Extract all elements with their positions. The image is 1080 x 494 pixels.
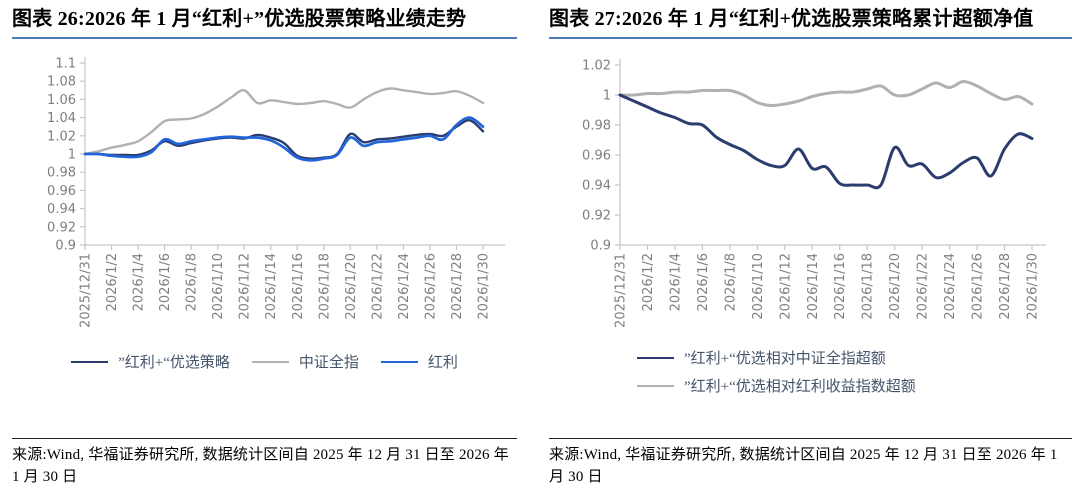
svg-text:2026/1/18: 2026/1/18 bbox=[317, 253, 332, 320]
performance-line-chart: 1.11.081.061.041.0210.980.960.940.920.92… bbox=[47, 57, 505, 328]
panel-chart-27: 图表 27:2026 年 1 月“红利+优选股票策略累计超额净值 1.02 1 0.… bbox=[549, 6, 1072, 485]
svg-text:2026/1/18: 2026/1/18 bbox=[861, 253, 876, 320]
legend-item-dividend: 红利 bbox=[380, 351, 458, 372]
svg-text:2026/1/26: 2026/1/26 bbox=[423, 253, 438, 320]
svg-text:2026/1/4: 2026/1/4 bbox=[668, 253, 683, 311]
svg-text:2026/1/2: 2026/1/2 bbox=[105, 253, 120, 311]
svg-text:2026/1/24: 2026/1/24 bbox=[397, 253, 412, 320]
legend-label: 中证全指 bbox=[298, 355, 359, 372]
figure-26-bottom-rule bbox=[12, 438, 517, 439]
svg-text:2026/1/8: 2026/1/8 bbox=[185, 253, 200, 311]
figure-27-source-text: 来源:Wind, 华福证券研究所, 数据统计区间自 2025 年 12 月 31… bbox=[549, 447, 1058, 485]
svg-text:2025/12/31: 2025/12/31 bbox=[614, 253, 629, 328]
svg-text:2026/1/22: 2026/1/22 bbox=[370, 253, 385, 320]
svg-text:2026/1/12: 2026/1/12 bbox=[238, 253, 253, 320]
csi-all-line-swatch bbox=[251, 360, 289, 363]
svg-text:2026/1/12: 2026/1/12 bbox=[778, 253, 793, 320]
svg-text:0.96: 0.96 bbox=[582, 149, 611, 164]
svg-text:1.1: 1.1 bbox=[55, 57, 76, 72]
panel-chart-26: 图表 26:2026 年 1 月“红利+”优选股票策略业绩走势 1.1 1.08 1… bbox=[12, 6, 517, 485]
dividend-line-swatch bbox=[380, 360, 418, 363]
svg-text:2026/1/14: 2026/1/14 bbox=[264, 253, 279, 320]
svg-text:1.04: 1.04 bbox=[47, 111, 76, 126]
svg-text:0.98: 0.98 bbox=[47, 166, 76, 181]
svg-text:0.96: 0.96 bbox=[47, 184, 76, 199]
svg-text:2026/1/2: 2026/1/2 bbox=[641, 253, 656, 311]
legend-item-strategy: ”红利+“优选策略 bbox=[71, 351, 230, 372]
svg-text:0.9: 0.9 bbox=[55, 239, 76, 254]
legend-item-excess-vs-dividend: ”红利+“优选相对红利收益指数超额 bbox=[637, 375, 1072, 396]
figure-27-title: 图表 27:2026 年 1 月“红利+优选股票策略累计超额净值 bbox=[549, 8, 1034, 30]
legend-label: ”红利+“优选策略 bbox=[118, 355, 230, 372]
strategy-line-swatch bbox=[71, 360, 109, 363]
figure-27-title-rule bbox=[549, 37, 1072, 40]
svg-text:2026/1/24: 2026/1/24 bbox=[943, 253, 958, 320]
svg-text:0.9: 0.9 bbox=[590, 239, 611, 254]
svg-text:2026/1/30: 2026/1/30 bbox=[477, 253, 492, 320]
figure-27-bottom-rule bbox=[549, 438, 1072, 439]
svg-text:2026/1/20: 2026/1/20 bbox=[344, 253, 359, 320]
svg-text:2026/1/4: 2026/1/4 bbox=[132, 253, 147, 311]
svg-text:0.94: 0.94 bbox=[582, 179, 611, 194]
excess-vs-csi-swatch bbox=[637, 356, 674, 359]
figure-26-source-block: 来源:Wind, 华福证券研究所, 数据统计区间自 2025 年 12 月 31… bbox=[12, 438, 517, 489]
svg-text:1.02: 1.02 bbox=[47, 130, 76, 145]
svg-text:2026/1/6: 2026/1/6 bbox=[158, 253, 173, 311]
svg-text:2026/1/6: 2026/1/6 bbox=[696, 253, 711, 311]
figure-27-source-block: 来源:Wind, 华福证券研究所, 数据统计区间自 2025 年 12 月 31… bbox=[549, 438, 1072, 489]
svg-text:1: 1 bbox=[68, 148, 76, 163]
legend-label: 红利 bbox=[427, 355, 458, 372]
svg-text:2026/1/26: 2026/1/26 bbox=[971, 253, 986, 320]
svg-text:0.92: 0.92 bbox=[582, 209, 611, 224]
legend-item-excess-vs-csi: ”红利+“优选相对中证全指超额 bbox=[637, 347, 1072, 368]
legend-item-csi-all: 中证全指 bbox=[251, 351, 359, 372]
svg-text:2026/1/22: 2026/1/22 bbox=[916, 253, 931, 320]
svg-text:0.94: 0.94 bbox=[47, 202, 76, 217]
figure-26-title: 图表 26:2026 年 1 月“红利+”优选股票策略业绩走势 bbox=[12, 8, 467, 30]
svg-text:1.02: 1.02 bbox=[582, 59, 611, 74]
svg-text:2026/1/28: 2026/1/28 bbox=[450, 253, 465, 320]
svg-text:0.98: 0.98 bbox=[582, 119, 611, 134]
svg-text:1.06: 1.06 bbox=[47, 93, 76, 108]
svg-text:2025/12/31: 2025/12/31 bbox=[79, 253, 94, 328]
svg-text:2026/1/16: 2026/1/16 bbox=[833, 253, 848, 320]
svg-text:2026/1/28: 2026/1/28 bbox=[998, 253, 1013, 320]
legend-label: ”红利+“优选相对中证全指超额 bbox=[684, 351, 886, 368]
svg-text:2026/1/30: 2026/1/30 bbox=[1026, 253, 1041, 320]
svg-text:1: 1 bbox=[603, 89, 611, 104]
legend-label: ”红利+“优选相对红利收益指数超额 bbox=[684, 379, 916, 396]
figure-27-legend: ”红利+“优选相对中证全指超额 ”红利+“优选相对红利收益指数超额 bbox=[637, 347, 1072, 396]
svg-text:2026/1/16: 2026/1/16 bbox=[291, 253, 306, 320]
excess-vs-dividend-swatch bbox=[637, 384, 674, 387]
svg-text:2026/1/10: 2026/1/10 bbox=[211, 253, 226, 320]
figure-26-legend: ”红利+“优选策略 中证全指 红利 bbox=[12, 351, 517, 372]
svg-text:2026/1/20: 2026/1/20 bbox=[888, 253, 903, 320]
svg-text:2026/1/14: 2026/1/14 bbox=[806, 253, 821, 320]
svg-text:1.08: 1.08 bbox=[47, 75, 76, 90]
figure-26-title-rule bbox=[12, 37, 517, 40]
figure-26-source-text: 来源:Wind, 华福证券研究所, 数据统计区间自 2025 年 12 月 31… bbox=[12, 447, 509, 485]
svg-text:0.92: 0.92 bbox=[47, 221, 76, 236]
svg-text:2026/1/8: 2026/1/8 bbox=[723, 253, 738, 311]
svg-text:2026/1/10: 2026/1/10 bbox=[751, 253, 766, 320]
